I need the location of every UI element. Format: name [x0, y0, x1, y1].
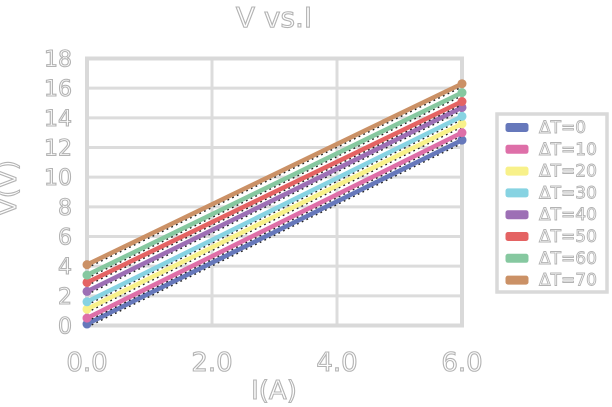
legend-label-5: ΔT=50	[539, 227, 597, 247]
legend-label-1: ΔT=10	[539, 140, 597, 160]
series-line-0	[84, 137, 465, 327]
fit-line-series-4	[86, 110, 463, 296]
legend-swatch-2	[505, 166, 529, 176]
series-layer	[82, 79, 467, 329]
series-5-end-marker	[457, 97, 467, 107]
y-tick-label: 6	[58, 226, 72, 251]
y-tick-label: 8	[58, 196, 72, 221]
tick-layer: 18 16 14 12 10 8 6 4 2 0 0.0 2.0 4.0 6.0	[43, 47, 483, 379]
fit-line-series-7	[86, 86, 463, 269]
plot-frame	[85, 56, 464, 328]
chart-title: V vs.I	[236, 1, 312, 34]
legend-label-2: ΔT=20	[539, 162, 597, 182]
series-0-end-marker	[457, 135, 467, 145]
y-tick-label: 2	[58, 285, 72, 310]
fit-line-series-5	[86, 104, 463, 287]
y-tick-label: 4	[58, 255, 72, 280]
series-6-start-marker	[82, 270, 92, 280]
x-tick-label: 4.0	[316, 348, 357, 378]
fit-line-series-6	[86, 95, 463, 279]
y-tick-label: 18	[44, 48, 72, 73]
legend-swatch-5	[505, 232, 529, 241]
series-line-4	[84, 105, 465, 294]
x-tick-label: 2.0	[191, 348, 232, 378]
fit-line-series-3	[86, 118, 463, 306]
series-1-end-marker	[457, 128, 467, 138]
series-line-2	[84, 121, 465, 312]
legend-swatch-3	[505, 188, 529, 198]
legend-swatch-4	[505, 210, 529, 220]
series-3-start-marker	[82, 297, 92, 307]
series-7-end-marker	[457, 79, 467, 89]
series-5-start-marker	[82, 277, 92, 287]
series-1-start-marker	[82, 313, 92, 323]
y-tick-label: 12	[44, 137, 72, 162]
series-7-start-marker	[82, 260, 92, 270]
y-tick-label: 10	[44, 166, 72, 191]
legend-label-4: ΔT=40	[539, 205, 597, 225]
x-tick-label: 0.0	[66, 348, 107, 378]
y-tick-label: 14	[44, 107, 72, 132]
series-line-7	[84, 81, 465, 267]
fit-line-series-2	[86, 126, 463, 314]
legend-label-0: ΔT=0	[539, 118, 586, 138]
fit-line-series-1	[86, 135, 463, 322]
legend-swatch-7	[505, 275, 529, 285]
legend-swatch-6	[505, 253, 529, 263]
x-axis-label: I(A)	[251, 376, 297, 406]
legend-label-3: ΔT=30	[539, 183, 597, 203]
series-3-end-marker	[457, 111, 467, 121]
series-6-end-marker	[457, 88, 467, 98]
y-tick-label: 16	[44, 77, 72, 102]
legend-label-6: ΔT=60	[539, 249, 597, 269]
series-line-1	[84, 130, 465, 321]
legend-label-7: ΔT=70	[539, 271, 597, 291]
series-2-start-marker	[82, 304, 92, 314]
series-2-end-marker	[457, 119, 467, 129]
y-tick-label: 0	[58, 315, 72, 340]
fit-line-series-0	[86, 142, 463, 328]
series-line-3	[84, 114, 465, 305]
series-4-start-marker	[82, 286, 92, 296]
series-line-5	[84, 99, 465, 285]
y-axis-label: V(V)	[0, 160, 23, 216]
legend-swatch-0	[505, 123, 529, 132]
x-tick-label: 6.0	[441, 348, 482, 378]
series-line-6	[84, 90, 465, 278]
legend-swatch-1	[505, 144, 529, 154]
